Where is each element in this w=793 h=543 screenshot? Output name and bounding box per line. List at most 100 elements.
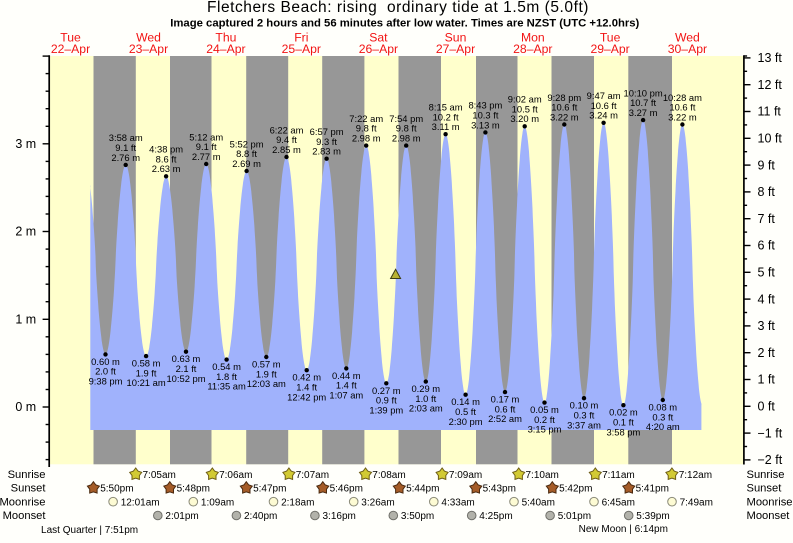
svg-text:0.44 m: 0.44 m <box>332 370 361 381</box>
svg-text:10.5 ft: 10.5 ft <box>512 103 538 114</box>
svg-text:Moonrise: Moonrise <box>0 496 46 508</box>
svg-text:0.54 m: 0.54 m <box>212 361 241 372</box>
svg-text:5:44pm: 5:44pm <box>406 484 439 495</box>
svg-text:Sunrise: Sunrise <box>8 469 46 481</box>
svg-text:5:41pm: 5:41pm <box>636 484 669 495</box>
svg-text:Sunrise: Sunrise <box>747 469 785 481</box>
svg-text:1.0 ft: 1.0 ft <box>415 393 436 404</box>
svg-text:2.83 m: 2.83 m <box>312 146 341 157</box>
svg-text:10.2 ft: 10.2 ft <box>433 111 459 122</box>
svg-text:1.4 ft: 1.4 ft <box>296 382 317 393</box>
svg-text:12 ft: 12 ft <box>758 78 783 92</box>
svg-text:Sun: Sun <box>445 31 467 45</box>
svg-text:7:11am: 7:11am <box>602 470 635 481</box>
svg-text:10.6 ft: 10.6 ft <box>551 102 577 113</box>
svg-text:7:10am: 7:10am <box>526 470 559 481</box>
svg-text:24–Apr: 24–Apr <box>206 42 245 56</box>
svg-text:8 ft: 8 ft <box>758 185 776 199</box>
svg-text:9.1 ft: 9.1 ft <box>115 142 136 153</box>
svg-text:Wed: Wed <box>136 31 161 45</box>
svg-text:9 ft: 9 ft <box>758 158 776 172</box>
svg-text:0.27 m: 0.27 m <box>372 385 401 396</box>
svg-text:9.8 ft: 9.8 ft <box>396 123 417 134</box>
svg-text:3.11 m: 3.11 m <box>432 121 460 132</box>
svg-text:0 ft: 0 ft <box>758 400 776 414</box>
svg-text:0.57 m: 0.57 m <box>252 359 281 370</box>
svg-text:1 m: 1 m <box>15 313 36 327</box>
svg-text:3.20 m: 3.20 m <box>510 113 539 124</box>
svg-text:2.63 m: 2.63 m <box>152 163 181 174</box>
svg-text:5 ft: 5 ft <box>758 266 776 280</box>
svg-text:3.22 m: 3.22 m <box>668 111 697 122</box>
svg-text:3:58 pm: 3:58 pm <box>606 426 640 437</box>
svg-text:3:58 am: 3:58 am <box>109 132 143 143</box>
svg-text:10 ft: 10 ft <box>758 132 783 146</box>
svg-text:2:03 am: 2:03 am <box>409 403 443 414</box>
svg-text:9:02 am: 9:02 am <box>508 94 542 105</box>
svg-text:7 ft: 7 ft <box>758 212 776 226</box>
svg-text:2:01pm: 2:01pm <box>165 511 198 522</box>
svg-text:7:07am: 7:07am <box>296 470 329 481</box>
svg-text:10:52 pm: 10:52 pm <box>166 373 205 384</box>
svg-text:0.3 ft: 0.3 ft <box>652 411 673 422</box>
svg-text:7:12am: 7:12am <box>679 470 712 481</box>
svg-text:9:47 am: 9:47 am <box>587 90 621 101</box>
svg-text:27–Apr: 27–Apr <box>436 42 475 56</box>
svg-text:Sat: Sat <box>369 31 388 45</box>
svg-text:22–Apr: 22–Apr <box>51 42 90 56</box>
svg-text:6:57 pm: 6:57 pm <box>310 126 344 137</box>
svg-text:5:01pm: 5:01pm <box>558 511 591 522</box>
svg-text:0.3 ft: 0.3 ft <box>574 410 595 421</box>
svg-text:29–Apr: 29–Apr <box>590 42 629 56</box>
svg-text:Moonrise: Moonrise <box>747 496 793 508</box>
svg-text:3:37 am: 3:37 am <box>567 419 601 430</box>
svg-text:Moonset: Moonset <box>747 510 791 522</box>
svg-text:5:42pm: 5:42pm <box>559 484 592 495</box>
svg-text:8:15 am: 8:15 am <box>429 102 463 113</box>
svg-text:Image captured 2 hours and 56: Image captured 2 hours and 56 minutes af… <box>170 18 639 30</box>
svg-text:3.13 m: 3.13 m <box>471 119 500 130</box>
svg-text:0.42 m: 0.42 m <box>292 372 321 383</box>
svg-text:0.08 m: 0.08 m <box>648 402 677 413</box>
svg-text:9:38 pm: 9:38 pm <box>89 376 123 387</box>
svg-text:Wed: Wed <box>675 31 700 45</box>
svg-text:0.63 m: 0.63 m <box>172 353 201 364</box>
svg-text:1:09am: 1:09am <box>201 497 234 508</box>
svg-text:5:50pm: 5:50pm <box>100 484 133 495</box>
svg-text:12:42 pm: 12:42 pm <box>287 391 326 402</box>
svg-text:4:20 am: 4:20 am <box>646 421 680 432</box>
svg-text:3:26am: 3:26am <box>361 497 394 508</box>
svg-text:5:43pm: 5:43pm <box>483 484 516 495</box>
svg-text:6:45am: 6:45am <box>602 497 635 508</box>
svg-text:11 ft: 11 ft <box>758 105 782 119</box>
svg-text:0.5 ft: 0.5 ft <box>455 406 476 417</box>
svg-text:5:52 pm: 5:52 pm <box>230 138 264 149</box>
svg-text:6 ft: 6 ft <box>758 239 776 253</box>
svg-text:0.6 ft: 0.6 ft <box>495 403 516 414</box>
svg-text:5:46pm: 5:46pm <box>330 484 363 495</box>
svg-text:0.60 m: 0.60 m <box>91 356 120 367</box>
svg-text:11:35 am: 11:35 am <box>207 381 246 392</box>
svg-text:8:43 pm: 8:43 pm <box>468 100 502 111</box>
svg-text:−1 ft: −1 ft <box>758 426 783 440</box>
svg-text:2:52 am: 2:52 am <box>488 413 522 424</box>
svg-text:7:06am: 7:06am <box>219 470 252 481</box>
svg-text:Moonset: Moonset <box>3 510 47 522</box>
svg-text:1 ft: 1 ft <box>758 373 776 387</box>
svg-text:0 m: 0 m <box>15 400 36 414</box>
svg-text:13 ft: 13 ft <box>758 51 783 65</box>
svg-text:25–Apr: 25–Apr <box>282 42 321 56</box>
svg-text:9.4 ft: 9.4 ft <box>276 134 297 145</box>
svg-text:3.24 m: 3.24 m <box>589 110 618 121</box>
svg-text:2:40pm: 2:40pm <box>244 511 277 522</box>
svg-text:3.27 m: 3.27 m <box>629 107 658 118</box>
svg-text:3.22 m: 3.22 m <box>550 111 579 122</box>
svg-text:1.9 ft: 1.9 ft <box>136 367 157 378</box>
svg-text:0.9 ft: 0.9 ft <box>376 395 397 406</box>
svg-text:7:09am: 7:09am <box>449 470 482 481</box>
svg-text:Sunset: Sunset <box>747 483 783 495</box>
svg-text:12:01am: 12:01am <box>121 497 160 508</box>
svg-text:3:50pm: 3:50pm <box>401 511 434 522</box>
svg-text:5:40am: 5:40am <box>522 497 555 508</box>
svg-text:0.58 m: 0.58 m <box>132 358 161 369</box>
